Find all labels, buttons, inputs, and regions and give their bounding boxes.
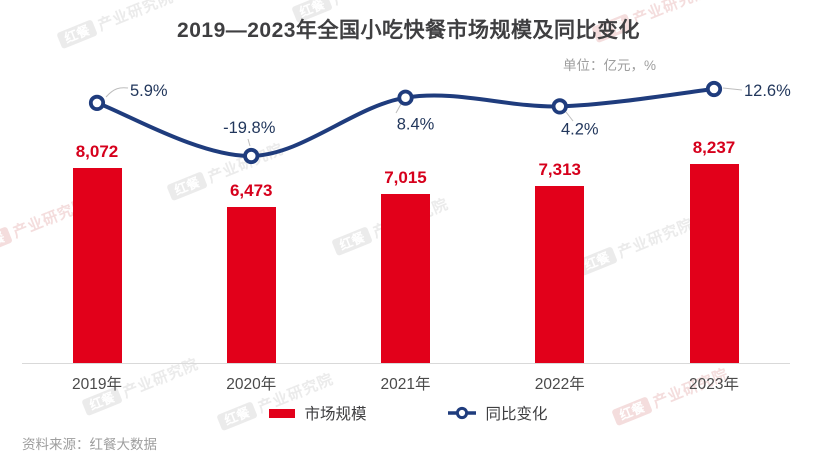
unit-note: 单位：亿元，%	[563, 58, 657, 73]
bar-2020年	[226, 206, 276, 363]
label-leader-line	[722, 87, 743, 91]
bar-value-label: 7,015	[384, 167, 427, 187]
label-leader-line	[247, 138, 251, 147]
yoy-percent-label: 4.2%	[561, 120, 599, 138]
line-marker-2022年	[551, 98, 568, 115]
bar-value-label: 8,072	[75, 142, 119, 161]
bar-2021年	[381, 193, 430, 363]
watermark-logo-icon: 红餐	[0, 226, 13, 257]
x-axis-label: 2023年	[689, 376, 739, 393]
legend-item-yoy-change: 同比变化	[447, 402, 548, 424]
bar-2022年	[535, 186, 585, 363]
label-leader-line	[105, 87, 129, 98]
x-axis-line	[22, 363, 790, 364]
legend: 市场规模 同比变化	[0, 402, 817, 424]
yoy-percent-label: 8.4%	[397, 116, 435, 134]
bar-value-label: 7,313	[538, 160, 582, 180]
source-note: 资料来源：红餐大数据	[22, 437, 157, 452]
watermark-logo-icon: 红餐	[166, 171, 208, 202]
line-marker-2023年	[705, 80, 723, 98]
watermark-text: 产业研究院	[615, 215, 697, 262]
line-marker-2020年	[243, 147, 260, 165]
legend-label-yoy-change: 同比变化	[485, 406, 548, 423]
bar-2023年	[689, 164, 739, 363]
line-marker-2019年	[88, 94, 106, 112]
yoy-percent-label: 5.9%	[130, 82, 168, 100]
yoy-percent-label: 12.6%	[744, 82, 791, 100]
legend-label-market-size: 市场规模	[304, 406, 367, 423]
x-axis-label: 2021年	[380, 376, 431, 393]
label-leader-line	[395, 103, 402, 114]
x-axis-label: 2019年	[72, 376, 122, 393]
x-axis-label: 2020年	[226, 376, 277, 393]
line-marker-2021年	[397, 89, 414, 106]
label-leader-line	[565, 111, 574, 122]
watermark-text: 产业研究院	[329, 0, 412, 9]
brand-watermark: 红餐产业研究院	[576, 213, 697, 278]
line-legend-marker-icon	[447, 406, 476, 420]
bar-value-label: 8,237	[692, 138, 736, 157]
x-axis-label: 2022年	[534, 376, 585, 393]
bar-legend-swatch-icon	[269, 408, 296, 418]
watermark-logo-icon: 红餐	[331, 226, 373, 257]
legend-item-market-size: 市场规模	[269, 402, 367, 424]
bar-value-label: 6,473	[229, 180, 273, 200]
chart-title: 2019—2023年全国小吃快餐市场规模及同比变化	[177, 19, 640, 42]
yoy-line	[95, 87, 716, 159]
yoy-percent-label: -19.8%	[223, 119, 276, 137]
bar-2019年	[72, 168, 122, 363]
